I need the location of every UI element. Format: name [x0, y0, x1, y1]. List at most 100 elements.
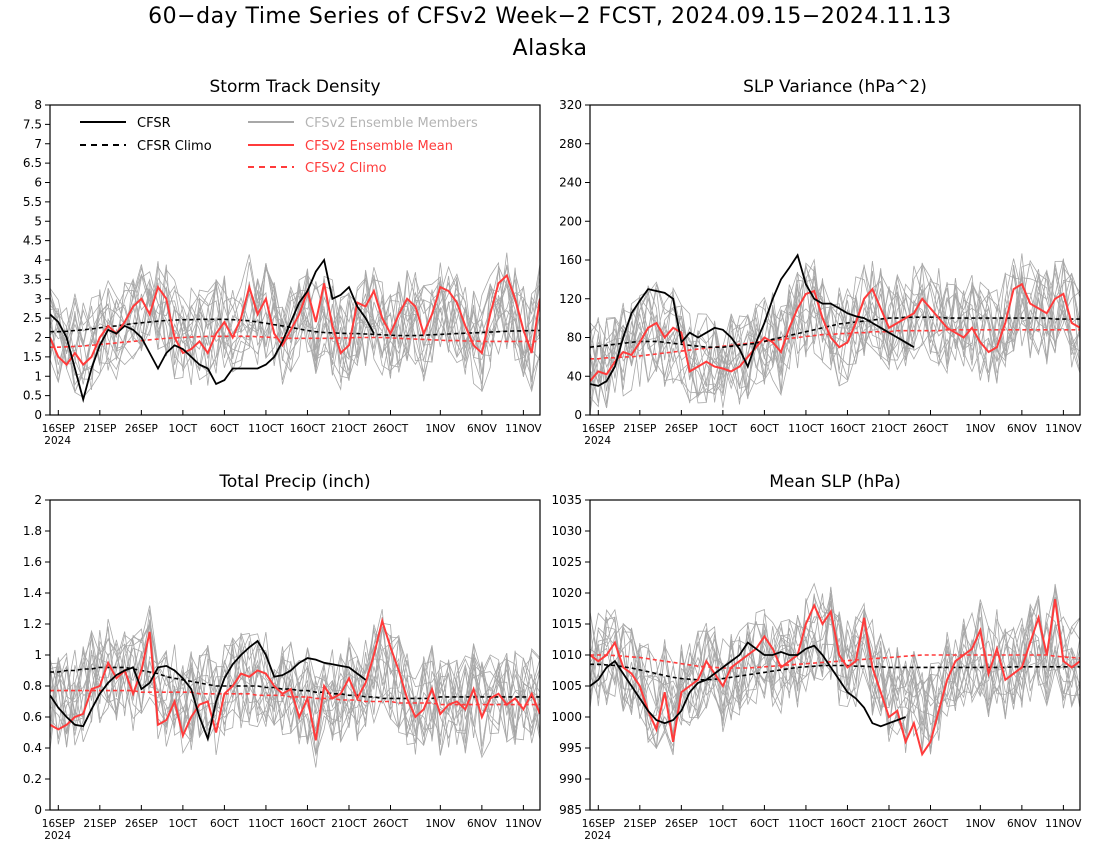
legend: CFSR CFSR Climo CFSv2 Ensemble Members C…: [80, 116, 478, 176]
panel-title: SLP Variance (hPa^2): [743, 77, 927, 97]
cfsv2-climo-line: [50, 689, 540, 706]
plot-area: 985 990 995 1000 1005 1010 1015 1020 1025 1030 103…: [551, 493, 1082, 842]
x-tick-label: 16OCT: [290, 423, 326, 435]
series-group: [50, 252, 540, 403]
y-tick-label: 0: [34, 803, 42, 817]
cfsr-line: [590, 253, 915, 387]
x-tick-label: 16SEP: [582, 423, 615, 435]
ensemble-member-line: [50, 269, 540, 398]
y-tick-label: 3: [34, 292, 42, 306]
x-tick-label: 6OCT: [750, 423, 779, 435]
ensemble-member-line: [590, 261, 1080, 404]
y-tick-label: 0: [34, 408, 42, 422]
y-tick-label: 160: [559, 253, 582, 267]
y-tick-label: 1000: [551, 710, 582, 724]
x-tick-label: 26SEP: [665, 423, 698, 435]
x-tick-label: 1NOV: [425, 423, 456, 435]
ensemble-member-line: [590, 600, 1080, 752]
legend-label-cfs-climo: CFSv2 Climo: [305, 161, 387, 176]
y-tick-label: 0.8: [23, 679, 42, 693]
legend-label-cfsr-climo: CFSR Climo: [137, 139, 212, 154]
ensemble-member-line: [50, 271, 540, 385]
ensemble-member-line: [50, 609, 540, 747]
cfsv2-climo-line: [50, 335, 540, 348]
x-tick-label: 11OCT: [248, 818, 284, 830]
cfsr-line: [50, 257, 375, 403]
ensemble-mean-line: [50, 273, 540, 367]
y-tick-label: 995: [559, 741, 582, 755]
x-tick-label: 21OCT: [331, 423, 367, 435]
x-tick-label: 11OCT: [248, 423, 284, 435]
y-tick-label: 1005: [551, 679, 582, 693]
x-tick-label: 1OCT: [169, 423, 198, 435]
x-tick-label: 21SEP: [83, 423, 116, 435]
x-tick-label: 21OCT: [331, 818, 367, 830]
cfsr-line: [590, 641, 906, 728]
cfsr-climo-line: [50, 666, 540, 700]
x-tick-label: 11NOV: [1045, 818, 1082, 830]
y-tick-label: 1010: [551, 648, 582, 662]
ensemble-member-line: [50, 605, 540, 768]
series-group: [590, 253, 1080, 414]
y-tick-label: 1: [34, 369, 42, 383]
ensemble-mean-line: [590, 599, 1080, 757]
x-tick-label: 6OCT: [750, 818, 779, 830]
y-tick-label: 80: [567, 331, 582, 345]
x-tick-label: 6OCT: [210, 818, 239, 830]
x-tick-label: 21OCT: [871, 423, 907, 435]
y-tick-label: 120: [559, 292, 582, 306]
y-tick-label: 6: [34, 176, 42, 190]
x-tick-label: 6NOV: [467, 818, 498, 830]
y-tick-label: 2: [34, 493, 42, 507]
x-tick-label: 16SEP: [42, 423, 75, 435]
x-tick-label: 1NOV: [965, 423, 996, 435]
y-tick-label: 3.5: [23, 272, 42, 286]
y-tick-label: 0.4: [23, 741, 42, 755]
x-tick-label: 26SEP: [125, 818, 158, 830]
y-tick-label: 1020: [551, 586, 582, 600]
x-tick-label: 6OCT: [210, 423, 239, 435]
ensemble-member-line: [50, 629, 540, 756]
y-tick-label: 2: [34, 331, 42, 345]
y-tick-label: 2.5: [23, 311, 42, 325]
cfsr-climo-line: [50, 318, 540, 337]
y-tick-label: 1.4: [23, 586, 42, 600]
x-tick-label: 1NOV: [425, 818, 456, 830]
cfsr-climo-line: [590, 663, 1080, 681]
x-year-label: 2024: [44, 435, 71, 447]
page-title: 60−day Time Series of CFSv2 Week−2 FCST,…: [148, 4, 952, 29]
x-tick-label: 11NOV: [505, 423, 542, 435]
plot-area: 0 40 80 120 160 200 240 280 320 16SEP 21SEP 26SEP 1O…: [559, 98, 1082, 447]
x-tick-label: 26OCT: [913, 818, 949, 830]
y-tick-label: 1.8: [23, 524, 42, 538]
plot-area: 0 0.2 0.4 0.6 0.8 1 1.2 1.4 1.6 1.8 2 16SEP 21SEP 26S…: [23, 493, 543, 842]
y-tick-label: 7.5: [23, 117, 42, 131]
x-tick-label: 11OCT: [788, 423, 824, 435]
y-tick-label: 8: [34, 98, 42, 112]
y-tick-label: 4: [34, 253, 42, 267]
series-group: [590, 582, 1080, 757]
x-tick-label: 1OCT: [169, 818, 198, 830]
x-tick-label: 6NOV: [1007, 818, 1038, 830]
x-year-label: 2024: [44, 830, 71, 842]
y-tick-label: 7: [34, 137, 42, 151]
y-tick-label: 5: [34, 214, 42, 228]
x-tick-label: 16OCT: [830, 423, 866, 435]
legend-label-mean: CFSv2 Ensemble Mean: [305, 139, 453, 154]
x-tick-label: 16OCT: [830, 818, 866, 830]
y-tick-label: 1.2: [23, 617, 42, 631]
page-subtitle: Alaska: [512, 36, 588, 61]
x-year-label: 2024: [584, 830, 611, 842]
y-tick-label: 200: [559, 214, 582, 228]
y-tick-label: 320: [559, 98, 582, 112]
x-tick-label: 1OCT: [709, 423, 738, 435]
y-tick-label: 985: [559, 803, 582, 817]
x-tick-label: 16OCT: [290, 818, 326, 830]
legend-label-cfsr: CFSR: [137, 116, 171, 131]
ensemble-mean-line: [590, 282, 1080, 382]
ensemble-member-line: [50, 265, 540, 392]
x-tick-label: 6NOV: [1007, 423, 1038, 435]
x-tick-label: 26OCT: [373, 423, 409, 435]
panel-storm-track: Storm Track Density: [209, 77, 380, 97]
